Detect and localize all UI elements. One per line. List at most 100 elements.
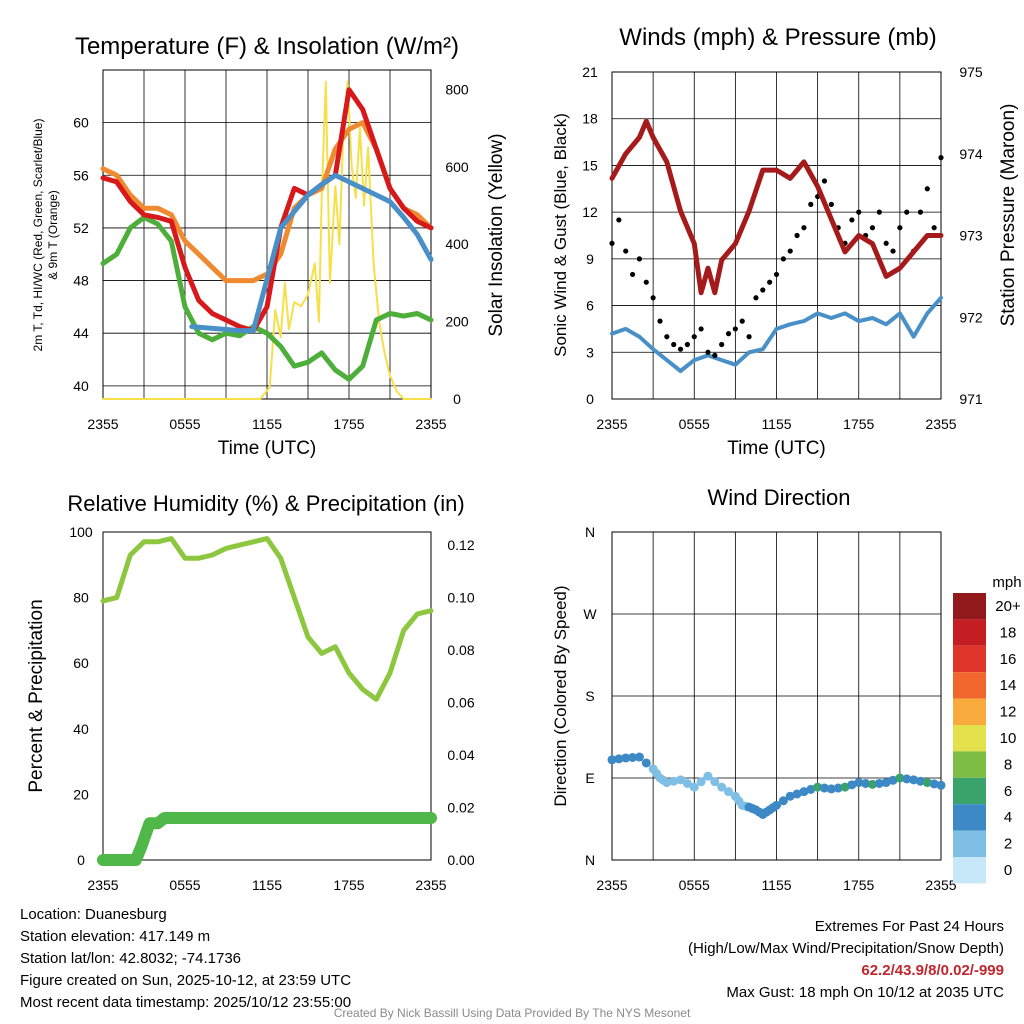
direction-point xyxy=(861,778,871,788)
gust-point xyxy=(787,248,793,254)
gust-point xyxy=(725,331,732,337)
credit-text: Created By Nick Bassill Using Data Provi… xyxy=(333,1006,691,1020)
series-precipitation xyxy=(97,812,437,866)
gust-point xyxy=(897,225,903,231)
y-tick-label: 80 xyxy=(73,590,89,606)
series-sonic-wind xyxy=(610,295,943,373)
gust-point xyxy=(671,341,677,348)
gust-point xyxy=(773,271,780,278)
legend-label: 20+ xyxy=(995,598,1021,615)
y2-tick-label: 0.02 xyxy=(447,800,474,816)
legend-swatch xyxy=(953,725,986,752)
direction-point xyxy=(724,787,734,797)
y-tick-label: 40 xyxy=(73,721,89,737)
gust-point xyxy=(650,295,656,301)
gust-point xyxy=(856,209,862,215)
series-station-pressure xyxy=(609,118,944,296)
direction-point xyxy=(607,755,617,765)
gust-point xyxy=(883,240,889,246)
direction-point xyxy=(909,775,919,785)
legend-title: mph xyxy=(992,574,1021,591)
gust-point xyxy=(890,248,896,254)
direction-point xyxy=(922,778,932,788)
y-axis-label-left: 2m T, Td, HI/WC (Red, Green, Scarlet/Blu… xyxy=(31,119,45,352)
elevation-text: Station elevation: 417.149 m xyxy=(20,928,211,945)
direction-point xyxy=(772,800,781,810)
max-gust-text: Max Gust: 18 mph On 10/12 at 2035 UTC xyxy=(726,984,1004,1001)
y2-tick-label: 974 xyxy=(959,146,983,162)
x-axis-label: Time (UTC) xyxy=(727,438,826,459)
legend-swatch xyxy=(953,698,986,725)
gust-point xyxy=(780,256,786,262)
legend-swatch xyxy=(953,672,986,699)
panel-title-temperature: Temperature (F) & Insolation (W/m²) xyxy=(75,33,459,60)
y-tick-label: 6 xyxy=(586,298,594,314)
direction-point xyxy=(854,778,864,788)
direction-point xyxy=(621,753,631,763)
gust-point xyxy=(609,240,615,246)
y-tick-label: 3 xyxy=(586,344,594,360)
station-info: Location: Duanesburg Station elevation: … xyxy=(20,904,351,1014)
gust-point xyxy=(849,217,855,223)
legend-label: 4 xyxy=(1004,809,1012,826)
direction-point xyxy=(867,779,877,789)
recent-data-text: Most recent data timestamp: 2025/10/12 2… xyxy=(20,994,352,1011)
gust-point xyxy=(698,326,704,332)
extremes-legend: (High/Low/Max Wind/Precipitation/Snow De… xyxy=(688,940,1004,957)
direction-point xyxy=(669,776,679,786)
gust-point xyxy=(924,186,930,192)
y2-tick-label: 200 xyxy=(445,314,469,330)
gust-point xyxy=(904,209,910,215)
y2-tick-label: 0.12 xyxy=(447,537,474,553)
y-tick-label: 56 xyxy=(73,167,89,183)
y2-tick-label: 0.08 xyxy=(447,642,474,658)
y-tick-label: 100 xyxy=(69,524,93,540)
gust-point xyxy=(643,279,649,285)
direction-point xyxy=(689,782,699,792)
x-tick-label: 1755 xyxy=(843,416,874,432)
y2-tick-label: 600 xyxy=(445,159,469,175)
x-tick-label: 1155 xyxy=(252,877,282,893)
direction-point xyxy=(819,783,829,793)
legend-label: 16 xyxy=(1000,651,1017,668)
gust-point xyxy=(739,318,745,324)
direction-point xyxy=(710,777,720,787)
latlon-text: Station lat/lon: 42.8032; -74.1736 xyxy=(20,950,242,967)
created-text: Figure created on Sun, 2025-10-12, at 23… xyxy=(20,972,352,989)
direction-point xyxy=(840,782,850,792)
legend-label: 14 xyxy=(1000,677,1017,694)
gust-point xyxy=(664,334,670,340)
y2-tick-label: 0.00 xyxy=(447,852,474,868)
y2-tick-label: 0.10 xyxy=(447,590,474,606)
direction-point xyxy=(785,791,795,801)
gust-point xyxy=(767,279,773,285)
y-tick-label: 60 xyxy=(73,115,89,131)
x-tick-label: 1155 xyxy=(761,416,791,432)
series-relative-humidity xyxy=(100,536,434,702)
x-tick-label: 0555 xyxy=(679,877,710,893)
legend-swatch xyxy=(953,857,986,884)
gust-point xyxy=(732,326,738,332)
direction-point xyxy=(696,777,706,787)
gust-point xyxy=(677,346,684,352)
legend-swatch xyxy=(953,830,986,857)
y-tick-label: 60 xyxy=(73,655,89,671)
gust-point xyxy=(616,217,622,223)
direction-point xyxy=(778,796,788,806)
direction-point xyxy=(915,776,925,786)
y-tick-label: 44 xyxy=(73,325,89,341)
x-tick-label: 2355 xyxy=(415,416,446,432)
gust-point xyxy=(705,349,711,355)
y-tick-label: 21 xyxy=(582,64,598,80)
legend-swatch xyxy=(953,777,986,805)
direction-point xyxy=(662,778,672,788)
x-tick-label: 1755 xyxy=(333,877,364,893)
legend-label: 2 xyxy=(1004,836,1012,853)
direction-point xyxy=(682,778,692,788)
gust-point xyxy=(746,334,752,340)
panel-title-direction: Wind Direction xyxy=(707,485,850,510)
legend-label: 8 xyxy=(1004,756,1012,773)
y-tick-label: 20 xyxy=(73,786,89,802)
y2-tick-label: 0 xyxy=(453,391,461,407)
